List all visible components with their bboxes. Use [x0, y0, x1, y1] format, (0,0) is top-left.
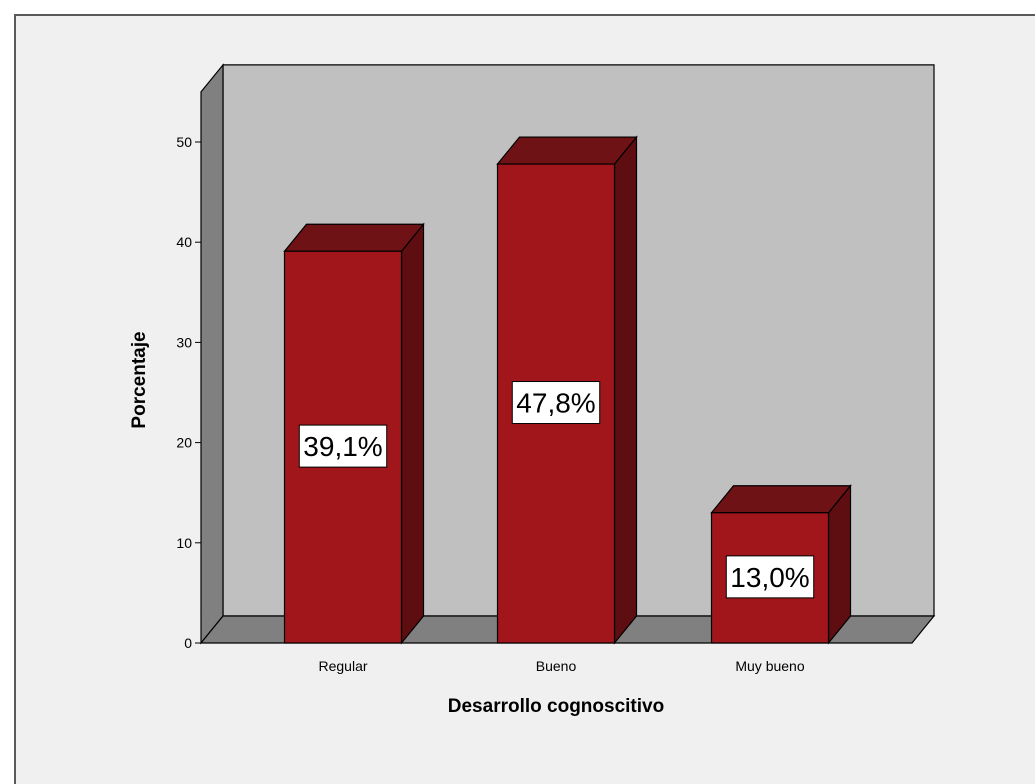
side-wall: [200, 63, 224, 645]
data-label-box: [298, 424, 388, 468]
data-label-box: [725, 555, 815, 599]
x-axis-title: Desarrollo cognoscitivo: [448, 696, 664, 717]
bars: 39,1% 47,8% 13,0%: [283, 135, 852, 645]
y-axis: 0 10 20 30 40 50: [176, 91, 202, 651]
data-label-box: [511, 381, 601, 425]
bar: 39,1%: [283, 222, 425, 645]
data-label: 47,8%: [511, 381, 601, 425]
data-label-text: 39,1%: [303, 431, 382, 462]
y-axis-title: Porcentaje: [129, 331, 150, 428]
y-tick-label: 0: [184, 635, 192, 651]
x-axis-tick-labels: Regular Bueno Muy bueno: [318, 658, 804, 674]
bar: 13,0%: [710, 484, 852, 645]
bar-side: [613, 135, 638, 645]
x-tick-label: Muy bueno: [735, 658, 804, 674]
x-tick-label: Regular: [318, 658, 367, 674]
bar: 47,8%: [496, 135, 638, 645]
y-tick-label: 20: [176, 435, 192, 451]
bar-top: [496, 136, 638, 165]
data-label: 39,1%: [298, 424, 388, 468]
data-label-text: 13,0%: [730, 562, 809, 593]
y-tick-label: 10: [176, 535, 192, 551]
bar-top: [283, 223, 425, 252]
data-label-text: 47,8%: [516, 388, 595, 419]
y-tick-label: 30: [176, 334, 192, 350]
y-tick-label: 40: [176, 234, 192, 250]
y-tick-label: 50: [176, 134, 192, 150]
x-tick-label: Bueno: [536, 658, 577, 674]
bar-side: [400, 222, 425, 645]
data-label: 13,0%: [725, 555, 815, 599]
bar-top: [710, 485, 852, 514]
